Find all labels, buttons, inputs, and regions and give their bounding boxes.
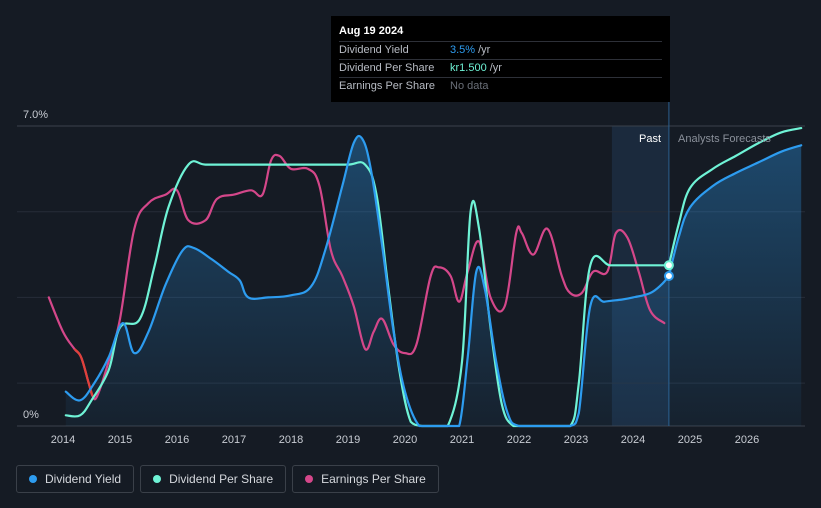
x-tick-label: 2022 bbox=[507, 434, 531, 446]
tooltip-label: Earnings Per Share bbox=[339, 80, 435, 92]
x-tick-label: 2023 bbox=[564, 434, 588, 446]
series-lines bbox=[47, 127, 803, 428]
series-line-dividend-per-share-forecast bbox=[667, 127, 803, 267]
series-line-dividend-yield-forecast bbox=[667, 144, 803, 278]
x-tick-label: 2016 bbox=[165, 434, 189, 446]
tooltip-value: No data bbox=[450, 80, 489, 92]
x-tick-label: 2025 bbox=[678, 434, 702, 446]
tooltip-row-yield: Dividend Yield 3.5% /yr bbox=[339, 42, 662, 60]
yield-area-fill bbox=[668, 145, 802, 427]
legend-item-dividend-yield[interactable]: Dividend Yield bbox=[16, 465, 135, 493]
legend-label: Dividend Yield bbox=[45, 472, 122, 486]
tooltip-label: Dividend Per Share bbox=[339, 62, 435, 74]
legend-label: Dividend Per Share bbox=[169, 472, 274, 486]
yield-marker bbox=[663, 271, 674, 281]
tooltip-unit: /yr bbox=[478, 44, 491, 56]
legend-dot-icon bbox=[305, 475, 314, 483]
x-tick-label: 2019 bbox=[336, 434, 360, 446]
eps-decline-segment bbox=[73, 348, 94, 397]
x-axis: 2014 2015 2016 2017 2018 2019 2020 2021 2022 2023… bbox=[51, 434, 759, 446]
y-tick-label-top: 7.0% bbox=[23, 109, 48, 121]
x-tick-label: 2018 bbox=[279, 434, 303, 446]
x-tick-label: 2014 bbox=[51, 434, 75, 446]
yield-area-fill bbox=[65, 135, 669, 426]
dps-marker bbox=[663, 260, 674, 271]
y-tick-label-bottom: 0% bbox=[23, 409, 39, 421]
legend-item-dividend-per-share[interactable]: Dividend Per Share bbox=[140, 465, 287, 493]
series-line-dividend-yield bbox=[64, 134, 670, 428]
past-label: Past bbox=[639, 133, 661, 145]
x-tick-label: 2026 bbox=[735, 434, 759, 446]
tooltip-label: Dividend Yield bbox=[339, 44, 409, 56]
forecast-label: Analysts Forecasts bbox=[678, 133, 771, 145]
tooltip-value: 3.5% bbox=[450, 44, 476, 56]
legend-item-earnings-per-share[interactable]: Earnings Per Share bbox=[292, 465, 439, 493]
tooltip-row-dps: Dividend Per Share kr1.500 /yr bbox=[339, 60, 662, 78]
legend-dot-icon bbox=[153, 475, 162, 483]
tooltip-value: kr1.500 bbox=[450, 62, 487, 74]
tooltip-markers bbox=[663, 260, 674, 281]
tooltip: Aug 19 2024 Dividend Yield 3.5% /yr Divi… bbox=[331, 16, 670, 102]
x-tick-label: 2024 bbox=[621, 434, 645, 446]
legend: Dividend Yield Dividend Per Share Earnin… bbox=[16, 465, 439, 493]
yield-area bbox=[65, 135, 802, 427]
tooltip-unit: /yr bbox=[489, 62, 502, 74]
x-tick-label: 2015 bbox=[108, 434, 132, 446]
x-tick-label: 2021 bbox=[450, 434, 474, 446]
x-tick-label: 2020 bbox=[393, 434, 417, 446]
legend-label: Earnings Per Share bbox=[321, 472, 426, 486]
tooltip-row-eps: Earnings Per Share No data bbox=[339, 78, 662, 95]
tooltip-date: Aug 19 2024 bbox=[339, 24, 662, 42]
legend-dot-icon bbox=[29, 475, 37, 483]
x-tick-label: 2017 bbox=[222, 434, 246, 446]
series-line-earnings-per-share bbox=[47, 153, 666, 401]
